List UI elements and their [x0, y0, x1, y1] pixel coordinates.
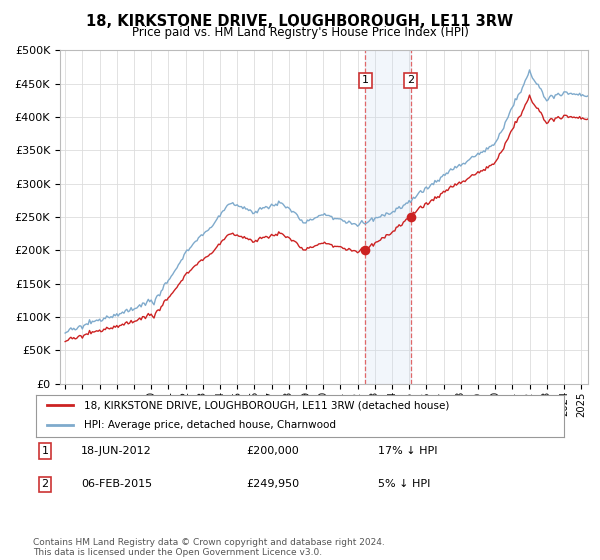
- Text: HPI: Average price, detached house, Charnwood: HPI: Average price, detached house, Char…: [83, 420, 335, 430]
- Text: 5% ↓ HPI: 5% ↓ HPI: [378, 479, 430, 489]
- Text: £249,950: £249,950: [246, 479, 299, 489]
- Text: Price paid vs. HM Land Registry's House Price Index (HPI): Price paid vs. HM Land Registry's House …: [131, 26, 469, 39]
- Text: £200,000: £200,000: [246, 446, 299, 456]
- Text: Contains HM Land Registry data © Crown copyright and database right 2024.
This d: Contains HM Land Registry data © Crown c…: [33, 538, 385, 557]
- Text: 18, KIRKSTONE DRIVE, LOUGHBOROUGH, LE11 3RW: 18, KIRKSTONE DRIVE, LOUGHBOROUGH, LE11 …: [86, 14, 514, 29]
- Text: 06-FEB-2015: 06-FEB-2015: [81, 479, 152, 489]
- Text: 18-JUN-2012: 18-JUN-2012: [81, 446, 152, 456]
- Bar: [365, 50, 410, 384]
- Text: 2: 2: [41, 479, 49, 489]
- Text: 18, KIRKSTONE DRIVE, LOUGHBOROUGH, LE11 3RW (detached house): 18, KIRKSTONE DRIVE, LOUGHBOROUGH, LE11 …: [83, 400, 449, 410]
- Text: 2: 2: [407, 76, 414, 85]
- Text: 1: 1: [41, 446, 49, 456]
- Text: 1: 1: [362, 76, 369, 85]
- Text: 17% ↓ HPI: 17% ↓ HPI: [378, 446, 437, 456]
